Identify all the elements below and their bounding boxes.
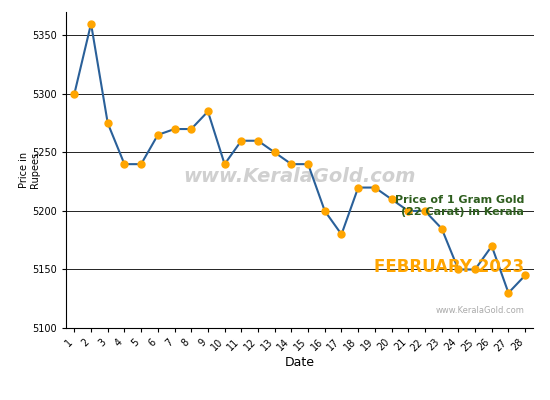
Text: www.KeralaGold.com: www.KeralaGold.com [435,306,524,315]
Y-axis label: Price in
Rupees: Price in Rupees [19,152,40,188]
Text: FEBRUARY 2023: FEBRUARY 2023 [374,258,524,276]
Text: www.KeralaGold.com: www.KeralaGold.com [184,167,416,186]
Text: Price of 1 Gram Gold
(22 Carat) in Kerala: Price of 1 Gram Gold (22 Carat) in Keral… [395,195,524,217]
X-axis label: Date: Date [285,356,315,369]
